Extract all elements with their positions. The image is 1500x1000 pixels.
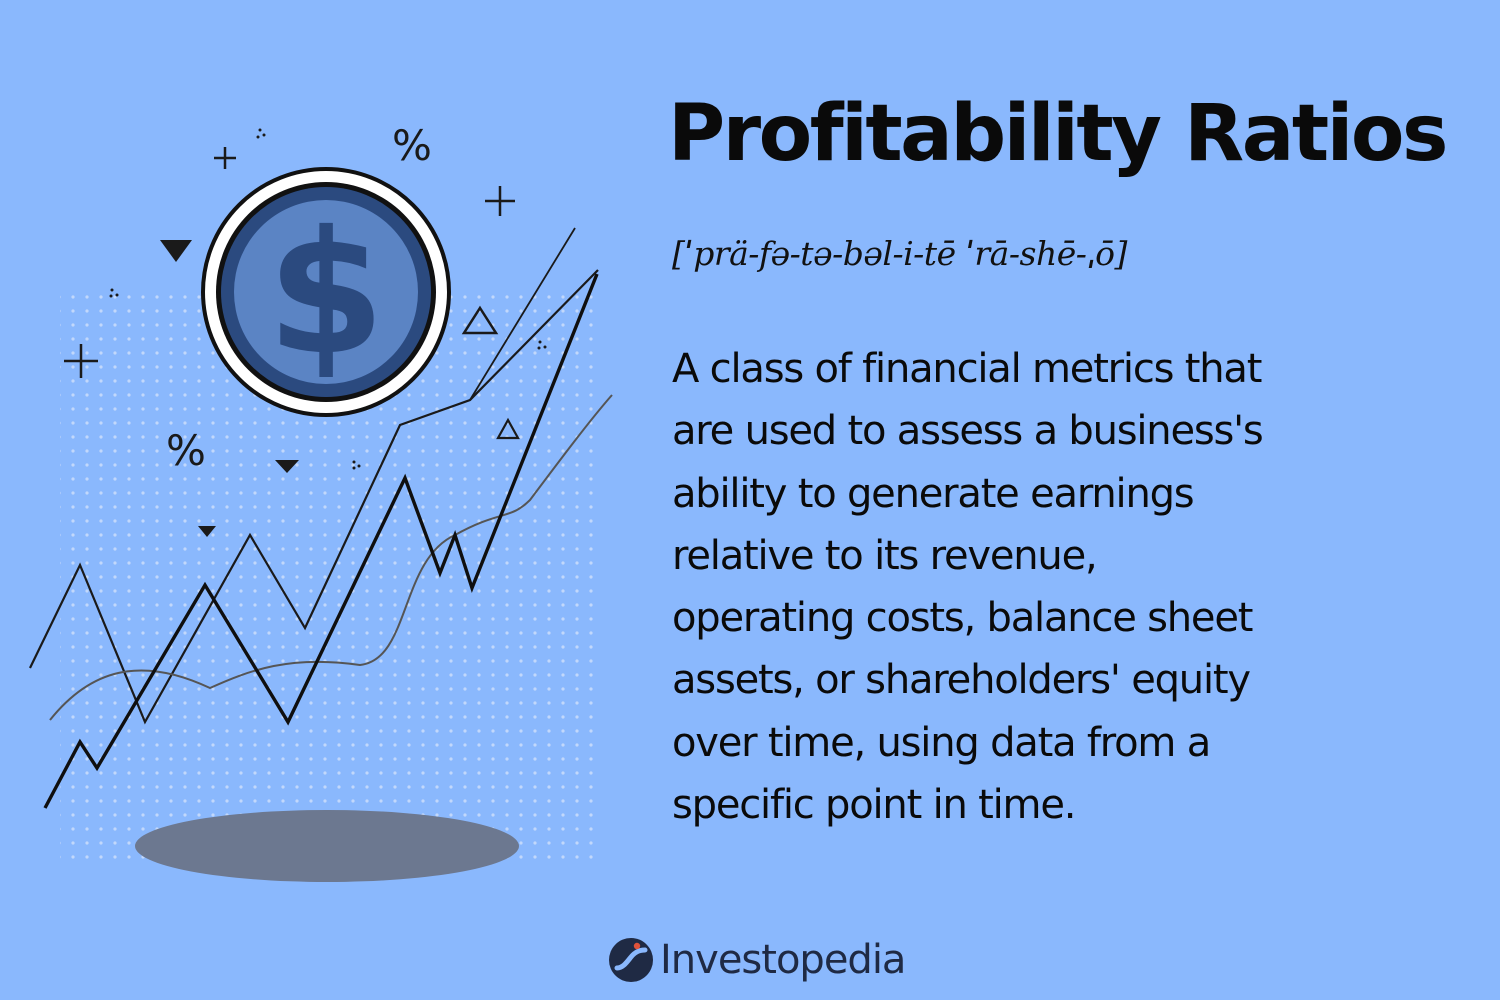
triangle-up-icon xyxy=(461,305,499,335)
definition-line: relative to its revenue, xyxy=(672,532,1098,579)
triangle-down-icon xyxy=(198,526,216,537)
definition-line: operating costs, balance sheet xyxy=(672,595,1253,642)
trend-line-thin-top xyxy=(469,227,576,401)
dollar-coin-icon: $ xyxy=(201,167,451,417)
percent-icon: % xyxy=(392,121,432,170)
plus-icon xyxy=(485,186,515,216)
pronunciation: [ˈprä-fə-tə-bəl-i-tē ˈrā-shē-ˌō] xyxy=(672,234,1127,273)
triangle-down-icon xyxy=(275,460,299,473)
definition-line: are used to assess a business's xyxy=(672,408,1264,455)
trend-line-thin xyxy=(29,269,599,725)
page-title: Profitability Ratios xyxy=(668,89,1448,179)
plus-icon xyxy=(64,344,98,378)
definition-line: over time, using data from a xyxy=(672,719,1211,766)
plus-icon xyxy=(214,147,236,169)
brand-name: Investopedia xyxy=(660,937,906,983)
dollar-sign: $ xyxy=(267,195,385,393)
definition-line: assets, or shareholders' equity xyxy=(672,657,1251,704)
triangle-down-icon xyxy=(160,240,192,262)
brand-logo: Investopedia xyxy=(608,930,906,990)
triangle-up-icon xyxy=(496,417,520,440)
chart-illustration: $ % % xyxy=(29,121,613,882)
definition-line: specific point in time. xyxy=(672,782,1076,829)
definition-text: A class of financial metrics that are us… xyxy=(672,338,1372,836)
trend-line-bold xyxy=(43,273,599,809)
percent-icon: % xyxy=(166,426,206,475)
ground-shadow xyxy=(135,810,519,882)
investopedia-logo-icon xyxy=(609,938,653,982)
definition-line: ability to generate earnings xyxy=(672,470,1195,517)
dot-cluster xyxy=(109,128,547,470)
trend-line-smooth xyxy=(49,394,613,721)
definition-line: A class of financial metrics that xyxy=(672,346,1262,392)
